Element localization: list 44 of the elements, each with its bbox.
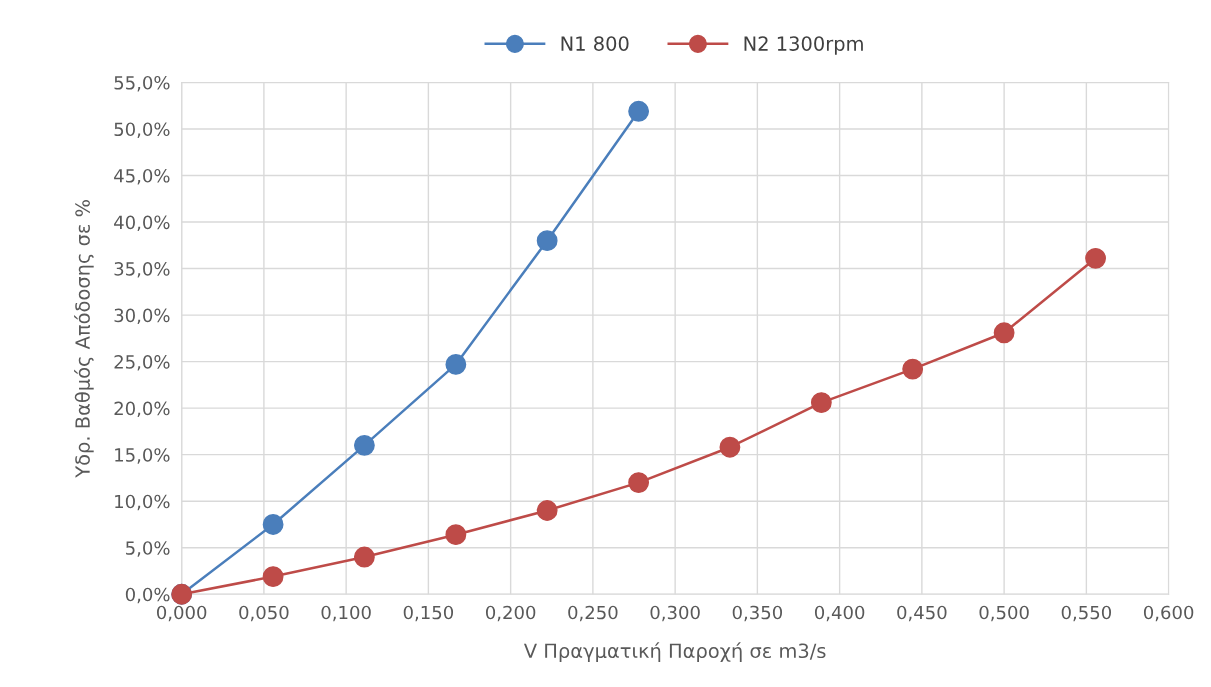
point [353, 546, 375, 568]
point [628, 472, 650, 494]
point [993, 322, 1015, 344]
point [262, 566, 284, 587]
x-tick-label: 0,200 [485, 605, 536, 622]
point [902, 358, 924, 380]
x-tick-label: 0,100 [321, 605, 371, 622]
y-tick-label: 25,0% [114, 355, 170, 371]
point [719, 436, 741, 458]
x-tick-label: 0,300 [650, 605, 700, 622]
x-tick-label: 0,600 [1143, 605, 1194, 622]
point [445, 524, 467, 546]
y-tick-label: 40,0% [114, 215, 170, 231]
y-tick-label: 45,0% [114, 168, 170, 185]
y-tick-label: 35,0% [114, 262, 170, 278]
point [353, 434, 375, 456]
x-tick-label: 0,450 [897, 605, 947, 622]
legend-label: N2 1300rpm [744, 36, 863, 55]
y-tick-label: 0,0% [125, 587, 170, 604]
x-tick-label: 0,400 [814, 605, 865, 622]
point [536, 500, 558, 521]
y-tick-label: 15,0% [115, 448, 170, 464]
x-axis-title: V Πραγματική Παροχή σε m3/s [523, 642, 826, 662]
x-tick-label: 0,250 [568, 605, 618, 622]
y-tick-label: 10,0% [115, 494, 170, 511]
point [445, 353, 467, 375]
y-tick-label: 50,0% [114, 122, 170, 138]
point [810, 392, 832, 413]
x-tick-label: 0,050 [239, 605, 289, 622]
legend-label: N1 800 [561, 36, 629, 51]
point [262, 514, 284, 535]
y-tick-label: 30,0% [114, 308, 170, 325]
x-tick-label: 0,150 [403, 605, 454, 622]
y-tick-label: 5,0% [126, 541, 170, 557]
point [628, 100, 650, 122]
y-tick-label: 55,0% [114, 75, 170, 92]
y-tick-label: 20,0% [114, 401, 170, 418]
x-tick-label: 0,000 [157, 605, 207, 622]
x-tick-label: 0,350 [732, 605, 783, 622]
y-axis-title: Υδρ. Βαθμός Απόδοσης σε % [74, 200, 94, 478]
x-tick-label: 0,550 [1061, 605, 1112, 622]
point [1085, 247, 1106, 269]
point [536, 230, 558, 252]
x-tick-label: 0,500 [979, 605, 1029, 622]
